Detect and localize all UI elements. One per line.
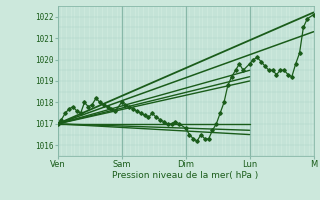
X-axis label: Pression niveau de la mer( hPa ): Pression niveau de la mer( hPa ) xyxy=(112,171,259,180)
